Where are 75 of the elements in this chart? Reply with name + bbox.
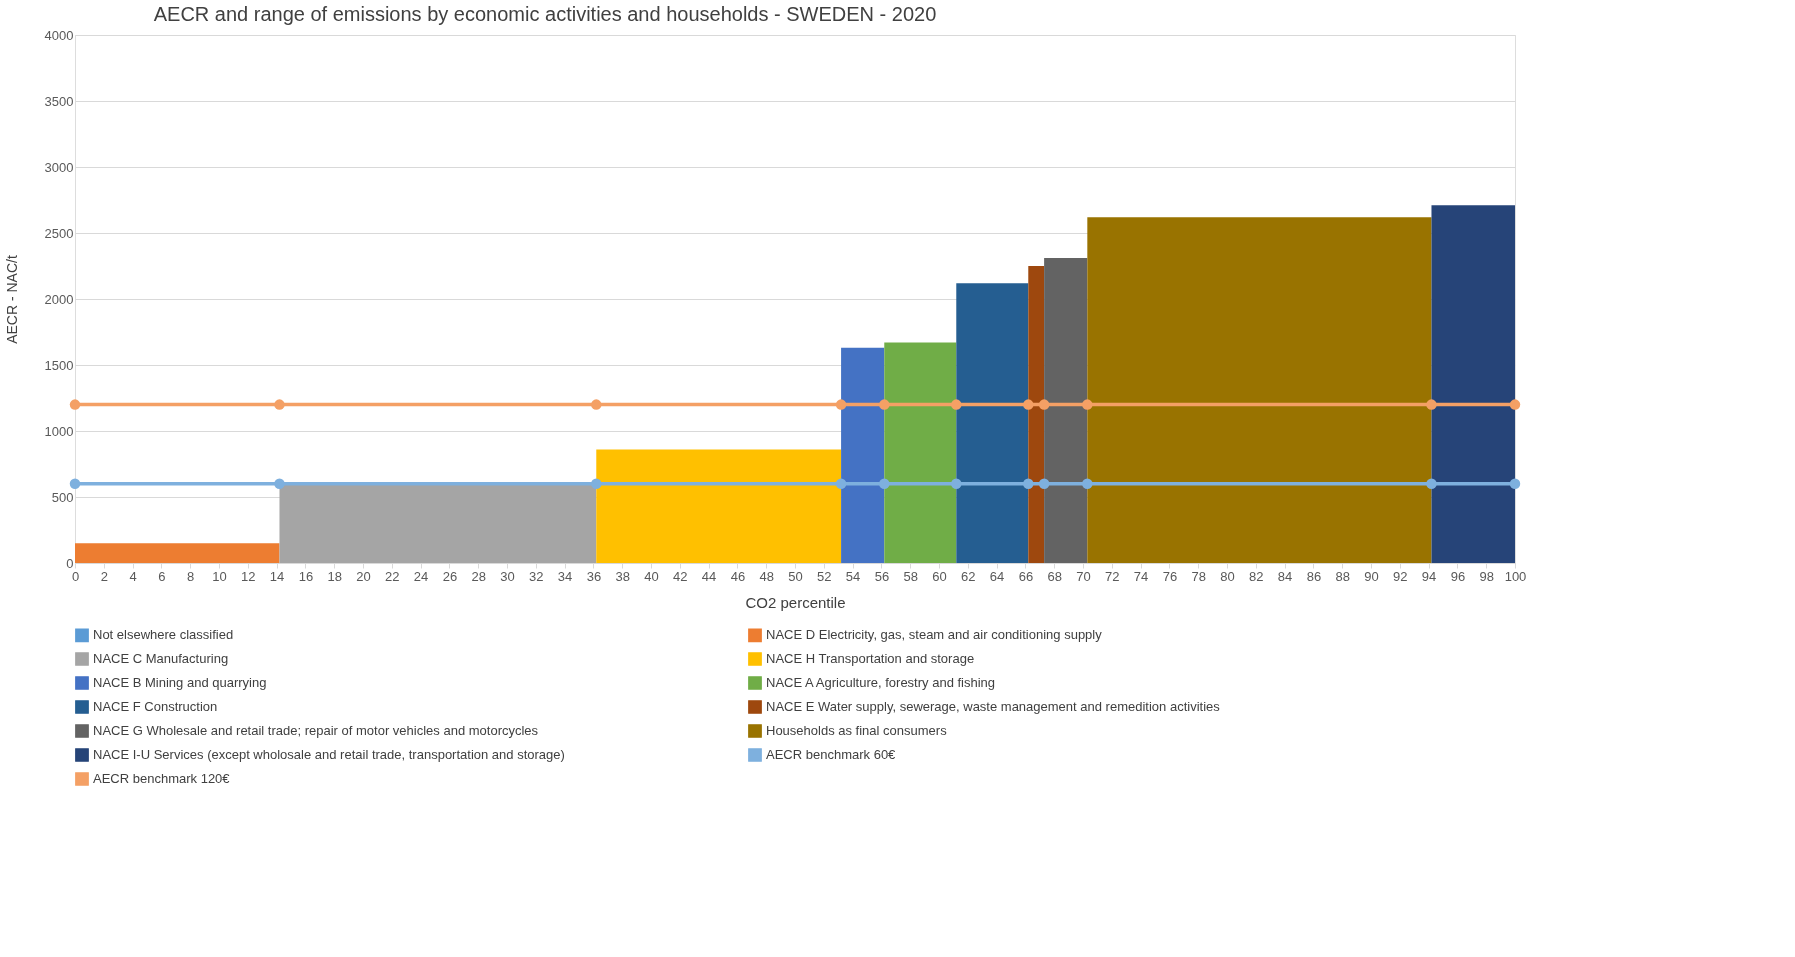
x-tick-label: 94	[1421, 568, 1437, 584]
x-tick-label: 44	[701, 568, 717, 584]
x-tick-label: 8	[187, 568, 195, 584]
x-tick-label: 66	[1018, 568, 1034, 584]
x-tick-label: 20	[356, 568, 371, 584]
legend-label: AECR benchmark 120€	[93, 771, 231, 786]
legend-label: NACE B Mining and quarrying	[93, 675, 267, 690]
y-tick-label: 1500	[44, 357, 74, 373]
legend-label: NACE D Electricity, gas, steam and air conditioning supply	[766, 627, 1103, 643]
x-tick-label: 82	[1249, 568, 1264, 584]
legend-label: NACE I-U Services (except wholosale and retail trade, transportation and storage)	[93, 747, 565, 762]
x-tick-label: 36	[586, 568, 602, 584]
x-tick-label: 80	[1220, 568, 1235, 584]
y-tick-label: 2000	[44, 291, 74, 307]
x-tick-label: 98	[1479, 568, 1494, 584]
x-tick-label: 42	[673, 568, 688, 584]
x-tick-label: 48	[759, 568, 774, 584]
x-tick-label: 84	[1277, 568, 1293, 584]
x-tick-label: 70	[1076, 568, 1091, 584]
x-tick-label: 72	[1105, 568, 1120, 584]
x-tick-label: 40	[644, 568, 659, 584]
legend-label: Not elsewhere classified	[93, 627, 234, 643]
x-tick-label: 30	[500, 568, 515, 584]
x-tick-label: 86	[1306, 568, 1322, 584]
x-tick-label: 58	[903, 568, 918, 584]
x-tick-label: 100	[1504, 568, 1527, 584]
x-tick-label: 38	[615, 568, 630, 584]
x-tick-label: 50	[788, 568, 803, 584]
x-tick-label: 74	[1133, 568, 1149, 584]
x-tick-label: 46	[730, 568, 746, 584]
x-tick-label: 78	[1191, 568, 1206, 584]
x-tick-label: 54	[845, 568, 861, 584]
legend-label: AECR benchmark 60€	[766, 747, 897, 762]
x-tick-label: 14	[269, 568, 285, 584]
x-tick-label: 12	[241, 568, 256, 584]
legend-label: Households as final consumers	[766, 723, 948, 738]
x-tick-label: 18	[327, 568, 342, 584]
y-tick-label: 3000	[44, 159, 74, 175]
x-tick-label: 96	[1450, 568, 1466, 584]
y-tick-label: 500	[51, 489, 74, 505]
y-tick-label: 2500	[44, 225, 74, 241]
x-tick-label: 64	[989, 568, 1005, 584]
legend-label: NACE A Agriculture, forestry and fishing	[766, 675, 996, 690]
x-tick-label: 92	[1393, 568, 1408, 584]
y-tick-label: 4000	[44, 27, 74, 43]
x-tick-label: 62	[961, 568, 976, 584]
x-tick-label: 56	[874, 568, 890, 584]
x-tick-label: 26	[442, 568, 458, 584]
x-tick-label: 6	[158, 568, 166, 584]
legend-label: NACE G Wholesale and retail trade; repair of motor vehicles and motorcycles	[93, 723, 539, 738]
x-tick-label: 90	[1364, 568, 1379, 584]
x-tick-label: 88	[1335, 568, 1350, 584]
x-tick-label: 16	[298, 568, 314, 584]
x-tick-label: 32	[529, 568, 544, 584]
legend-label: NACE C Manufacturing	[93, 651, 229, 666]
x-tick-label: 2	[100, 568, 108, 584]
x-tick-label: 76	[1162, 568, 1178, 584]
y-tick-label: 1000	[44, 423, 74, 439]
chart-title: AECR and range of emissions by economic activities and households - SWEDEN - 2020	[153, 3, 937, 25]
y-tick-label: 0	[66, 555, 74, 571]
legend-label: NACE F Construction	[93, 699, 218, 714]
x-tick-label: 68	[1047, 568, 1062, 584]
x-tick-label: 4	[129, 568, 137, 584]
x-tick-label: 34	[557, 568, 573, 584]
x-tick-label: 52	[817, 568, 832, 584]
x-tick-label: 24	[413, 568, 429, 584]
legend-label: NACE H Transportation and storage	[766, 651, 975, 666]
y-axis-title: AECR - NAC/t	[3, 255, 20, 344]
x-axis-title: CO2 percentile	[745, 593, 846, 611]
x-tick-label: 60	[932, 568, 947, 584]
legend-label: NACE E Water supply, sewerage, waste management and remedition activities	[766, 699, 1221, 714]
x-tick-label: 10	[212, 568, 227, 584]
x-tick-label: 22	[385, 568, 400, 584]
y-tick-label: 3500	[44, 93, 74, 109]
x-tick-label: 28	[471, 568, 486, 584]
